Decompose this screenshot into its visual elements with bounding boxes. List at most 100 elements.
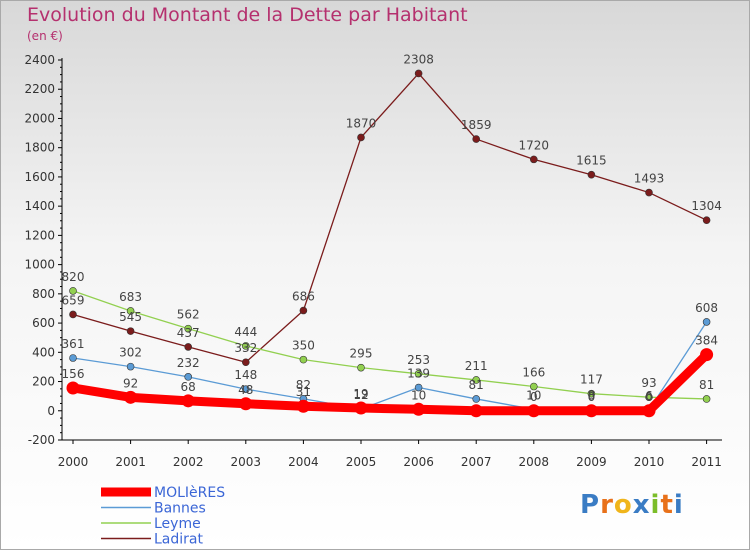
data-point [239, 397, 253, 411]
data-label: 332 [234, 341, 257, 355]
data-label: 0 [588, 390, 596, 404]
data-point [414, 69, 423, 78]
data-point [527, 404, 541, 418]
x-tick-label: 2001 [115, 455, 146, 469]
data-label: 683 [119, 290, 142, 304]
series-line-ladirat [72, 72, 708, 363]
data-label: 48 [238, 383, 253, 397]
data-label: 92 [123, 376, 138, 390]
data-label: 350 [292, 339, 315, 353]
data-point [69, 287, 77, 295]
data-label: 444 [234, 325, 257, 339]
logo-letter: t [660, 490, 674, 520]
data-point [242, 385, 250, 393]
data-point [124, 390, 138, 404]
x-tick-label: 2004 [288, 455, 319, 469]
data-point [587, 170, 596, 179]
data-label: 437 [177, 326, 200, 340]
data-point [702, 395, 711, 403]
chart-axes: -200020040060080010001200140016001800200… [24, 53, 722, 469]
data-point [69, 354, 77, 362]
data-label: 12 [353, 388, 368, 402]
data-point [645, 188, 653, 197]
data-point [69, 310, 77, 319]
data-label: 302 [119, 346, 142, 360]
data-label: 19 [353, 387, 368, 401]
data-point [469, 404, 483, 418]
data-label: 93 [641, 376, 656, 390]
data-point [412, 402, 426, 416]
y-tick-label: 1200 [24, 228, 55, 242]
data-point [357, 363, 365, 372]
logo-letter: o [613, 490, 633, 520]
data-label: 117 [580, 373, 603, 387]
data-label: 81 [699, 378, 714, 392]
x-tick-label: 2002 [173, 455, 204, 469]
data-label: 0 [645, 390, 653, 404]
x-tick-label: 2006 [403, 455, 434, 469]
data-point [702, 216, 711, 224]
data-label: 166 [522, 366, 545, 380]
data-label: 1870 [346, 116, 377, 130]
data-point [584, 404, 598, 418]
data-point [645, 393, 653, 401]
chart-subtitle: (en €) [27, 29, 63, 43]
data-point [242, 358, 250, 367]
logo-letter: P [580, 490, 601, 520]
data-label: 10 [526, 388, 541, 402]
data-point [184, 373, 192, 381]
data-point [414, 383, 423, 392]
legend-label: Bannes [154, 501, 206, 517]
y-tick-label: 2200 [24, 82, 55, 96]
y-tick-label: 1800 [24, 141, 55, 155]
x-tick-label: 2003 [231, 455, 262, 469]
data-label: 686 [292, 290, 315, 304]
data-label: 6 [645, 389, 653, 403]
x-tick-label: 2007 [461, 455, 492, 469]
data-point [529, 382, 538, 391]
data-point [587, 389, 596, 398]
series-line-leyme [72, 290, 708, 400]
data-point [414, 369, 423, 378]
series-line-molières [68, 350, 712, 416]
chart-title: Evolution du Montant de la Dette par Hab… [27, 4, 468, 26]
data-point [184, 324, 192, 333]
data-point [126, 307, 135, 315]
data-label: 156 [62, 367, 85, 381]
data-point [472, 376, 481, 384]
data-label: 232 [177, 356, 200, 370]
data-point [700, 348, 714, 362]
data-point [529, 155, 538, 164]
y-tick-label: 400 [32, 345, 55, 359]
data-label: 68 [181, 380, 196, 394]
data-label: 545 [119, 310, 142, 324]
y-tick-label: 0 [47, 404, 55, 418]
data-point [702, 318, 711, 326]
legend-label: MOLIèRES [154, 485, 225, 501]
data-label: 139 [407, 367, 430, 381]
data-point [242, 342, 250, 350]
data-label: 361 [62, 337, 85, 351]
data-point [184, 343, 192, 351]
data-label: 10 [411, 388, 426, 402]
y-tick-label: 2400 [24, 53, 55, 67]
data-label: 820 [62, 270, 85, 284]
y-tick-label: 1400 [24, 199, 55, 213]
data-label: 1615 [576, 154, 607, 168]
data-point [354, 401, 368, 415]
logo-letter: i [673, 490, 684, 520]
data-label: 1720 [519, 138, 550, 152]
data-point [357, 133, 365, 142]
x-tick-label: 2000 [58, 455, 89, 469]
y-tick-label: 2000 [24, 111, 55, 125]
data-label: 253 [407, 353, 430, 367]
x-tick-label: 2005 [346, 455, 377, 469]
data-label: 1493 [634, 172, 665, 186]
data-point [66, 381, 80, 395]
data-label: 2308 [403, 52, 434, 66]
y-tick-label: 200 [32, 375, 55, 389]
logo-letter: r [600, 490, 614, 520]
data-point [299, 306, 308, 315]
